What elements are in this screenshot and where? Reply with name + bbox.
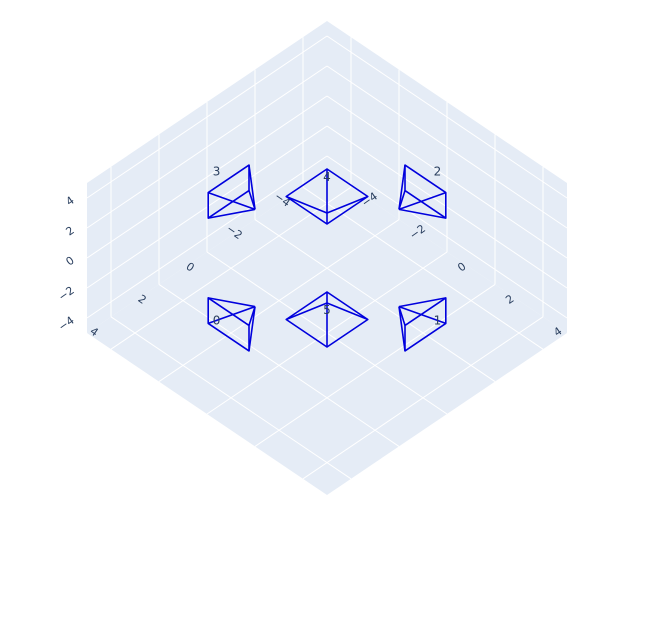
camera-label: 1 <box>434 314 442 328</box>
scene-gridlines <box>86 35 568 480</box>
camera-frustum-edge <box>248 306 256 352</box>
z-tick-label: 2 <box>64 224 77 239</box>
grid-line <box>86 65 328 229</box>
z-tick-label: 0 <box>64 254 77 269</box>
grid-line <box>326 65 568 229</box>
camera-frustum-edge <box>248 306 256 326</box>
z-tick-label: −4 <box>56 314 77 334</box>
camera-frustum-edge <box>398 297 446 308</box>
camera-label: 2 <box>434 165 442 179</box>
camera-frustum-edge <box>398 164 406 210</box>
camera-frustum-edge <box>398 208 446 219</box>
grid-line <box>86 95 328 259</box>
camera-frustum-edge <box>326 302 369 321</box>
camera-marker <box>398 297 447 352</box>
camera-frustum-edge <box>285 302 328 321</box>
camera-frustum-edge <box>248 164 256 210</box>
camera-frustum-edge <box>398 306 406 326</box>
camera-markers <box>207 164 447 352</box>
camera-label: 3 <box>213 165 221 179</box>
grid-line <box>326 35 568 199</box>
camera-marker <box>398 164 447 219</box>
camera-frustum-edge <box>326 195 369 214</box>
grid-line <box>86 35 328 199</box>
camera-frustum-edge <box>398 305 447 325</box>
camera-frustum-edge <box>398 191 447 211</box>
camera-marker <box>207 297 256 352</box>
grid-line <box>326 95 568 259</box>
camera-frustum-edge <box>285 195 328 214</box>
camera-labels: 0 1 2 3 4 5 <box>213 165 441 328</box>
camera-label: 5 <box>323 303 331 317</box>
z-tick-label: 4 <box>64 194 77 209</box>
camera-label: 4 <box>323 170 331 184</box>
camera-frustum-edge <box>398 306 406 352</box>
camera-label: 0 <box>213 314 221 328</box>
camera-frustum-edge <box>208 297 256 308</box>
z-tick-label: −2 <box>56 284 77 304</box>
camera-marker <box>285 168 369 225</box>
camera-frustum-edge <box>207 305 256 325</box>
camera-frustum-edge <box>207 191 256 211</box>
grid-line <box>254 283 496 447</box>
grid-line <box>110 316 352 480</box>
grid-line <box>302 316 544 480</box>
grid-line <box>158 283 400 447</box>
camera-frustum-edge <box>208 208 256 219</box>
camera-marker <box>207 164 256 219</box>
camera-marker <box>285 291 369 348</box>
